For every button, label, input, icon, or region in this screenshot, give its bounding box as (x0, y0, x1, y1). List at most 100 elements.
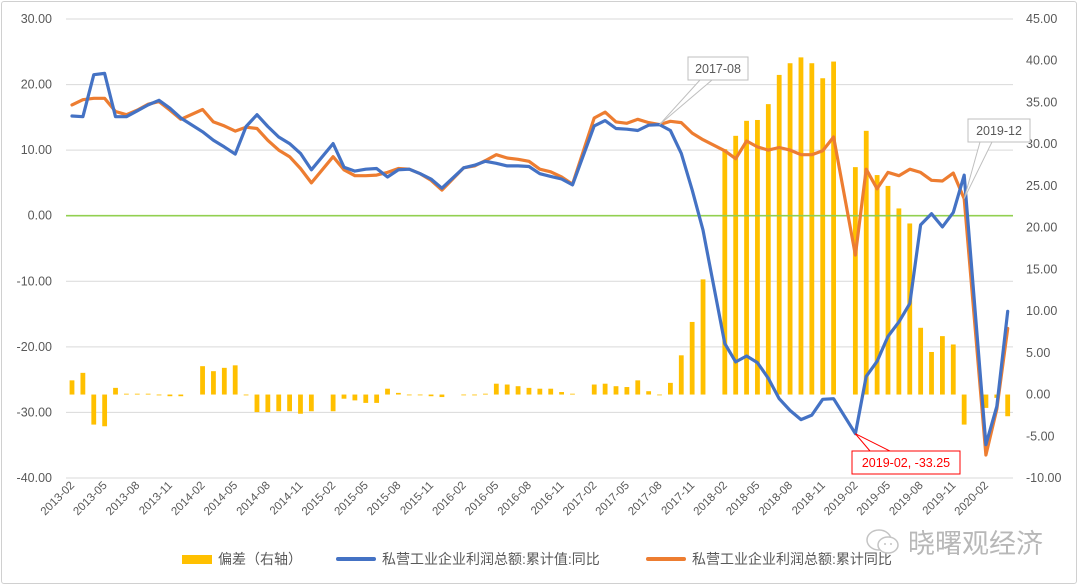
bar-deviation[interactable] (254, 394, 260, 413)
x-axis-tick-label: 2017-11 (660, 480, 698, 518)
right-axis-tick-label: 15.00 (1026, 262, 1057, 276)
bar-deviation[interactable] (526, 387, 532, 395)
bar-deviation[interactable] (69, 380, 75, 395)
bar-deviation[interactable] (287, 394, 292, 412)
x-axis-tick-label: 2014-02 (169, 480, 207, 518)
legend-item-cumulative-yoy[interactable]: 私营工业企业利润总额:累计同比 (646, 549, 892, 569)
bar-deviation[interactable] (907, 223, 913, 395)
bar-deviation[interactable] (200, 366, 205, 395)
bar-deviation[interactable] (983, 394, 989, 408)
x-axis-tick-label: 2013-05 (71, 480, 109, 518)
bar-deviation[interactable] (396, 392, 401, 395)
bar-deviation[interactable] (776, 74, 782, 395)
x-axis-tick-label: 2019-08 (887, 480, 925, 518)
bar-deviation[interactable] (80, 372, 86, 395)
bar-deviation[interactable] (950, 344, 956, 395)
bar-deviation[interactable] (559, 392, 564, 395)
bar-deviation[interactable] (961, 394, 967, 425)
bar-deviation[interactable] (211, 371, 216, 395)
x-axis-tick-label: 2018-08 (757, 480, 795, 518)
bar-deviation[interactable] (308, 394, 314, 412)
bar-deviation[interactable] (276, 394, 282, 412)
bar-deviation[interactable] (330, 394, 336, 412)
bar-deviation[interactable] (744, 120, 749, 395)
bar-deviation[interactable] (624, 387, 630, 395)
bar-deviation[interactable] (689, 321, 695, 395)
bar-deviation[interactable] (113, 387, 118, 395)
bar-deviation[interactable] (591, 384, 597, 395)
bar-deviation[interactable] (755, 119, 760, 395)
bar-deviation[interactable] (896, 208, 902, 395)
bar-deviation[interactable] (852, 167, 858, 395)
bar-deviation[interactable] (124, 393, 129, 395)
bar-deviation[interactable] (765, 104, 771, 395)
bar-deviation[interactable] (374, 394, 380, 403)
bar-deviation[interactable] (428, 394, 434, 397)
left-axis-tick-label: 30.00 (21, 12, 52, 26)
callout-label: 2019-02, -33.25 (862, 456, 950, 470)
bar-deviation[interactable] (798, 57, 804, 395)
bar-deviation[interactable] (504, 384, 510, 395)
bar-deviation[interactable] (733, 135, 739, 395)
bar-deviation[interactable] (91, 394, 97, 425)
bar-deviation[interactable] (635, 380, 641, 395)
bar-deviation[interactable] (134, 393, 140, 395)
bar-deviation[interactable] (352, 394, 358, 401)
bar-deviation[interactable] (820, 78, 826, 395)
legend-item-deviation[interactable]: 偏差（右轴） (182, 549, 302, 569)
bar-deviation[interactable] (831, 61, 836, 395)
watermark-text: 晓曙观经济 (908, 529, 1043, 559)
bar-deviation[interactable] (363, 394, 369, 403)
bar-deviation[interactable] (918, 327, 924, 395)
bar-deviation[interactable] (929, 351, 934, 395)
bar-deviation[interactable] (809, 63, 815, 395)
bar-deviation[interactable] (885, 185, 891, 395)
bar-deviation[interactable] (602, 383, 608, 395)
bar-deviation[interactable] (417, 394, 423, 396)
bar-deviation[interactable] (722, 149, 728, 395)
bar-deviation[interactable] (156, 394, 162, 396)
bar-deviation[interactable] (646, 391, 652, 395)
bar-deviation[interactable] (341, 394, 347, 399)
bar-deviation[interactable] (439, 394, 445, 398)
bar-deviation[interactable] (787, 63, 793, 395)
bar-deviation[interactable] (570, 393, 575, 395)
bar-deviation[interactable] (613, 386, 619, 395)
bar-deviation[interactable] (406, 394, 412, 396)
bar-deviation[interactable] (221, 367, 227, 395)
bar-deviation[interactable] (515, 386, 521, 395)
bar-deviation[interactable] (298, 394, 303, 414)
bar-deviation[interactable] (232, 365, 238, 395)
line-cumulative-value-yoy[interactable] (70, 71, 1010, 447)
bar-deviation[interactable] (167, 394, 173, 397)
callout-pointer (659, 79, 714, 125)
bar-deviation[interactable] (178, 394, 184, 397)
bar-deviation[interactable] (668, 382, 673, 395)
x-axis-tick-label: 2019-05 (855, 480, 893, 518)
bar-deviation[interactable] (863, 130, 869, 395)
bar-deviation[interactable] (1005, 394, 1011, 417)
x-axis-tick-label: 2013-08 (104, 480, 142, 518)
bar-deviation[interactable] (102, 394, 108, 427)
bar-deviation[interactable] (472, 394, 477, 396)
legend-item-cumulative-value-yoy[interactable]: 私营工业企业利润总额:累计值:同比 (336, 549, 600, 569)
bar-deviation[interactable] (483, 393, 488, 395)
bar-deviation[interactable] (700, 279, 706, 395)
bar-deviation[interactable] (145, 393, 151, 395)
x-axis-tick-label: 2017-05 (594, 480, 632, 518)
bar-deviation[interactable] (940, 336, 945, 395)
x-axis-tick-label: 2015-02 (300, 480, 338, 518)
bar-deviation[interactable] (657, 394, 662, 396)
bar-deviation[interactable] (548, 388, 554, 395)
left-axis-tick-label: 0.00 (28, 209, 52, 223)
bar-deviation[interactable] (537, 388, 543, 395)
bar-deviation[interactable] (493, 383, 499, 395)
bar-deviation[interactable] (265, 394, 271, 413)
bar-deviation[interactable] (678, 355, 684, 395)
callout-box (687, 56, 749, 81)
bar-deviation[interactable] (874, 175, 880, 395)
bar-deviation[interactable] (385, 388, 390, 395)
bar-deviation[interactable] (243, 394, 249, 396)
line-cumulative-yoy[interactable] (70, 96, 1010, 457)
bar-deviation[interactable] (461, 394, 467, 396)
